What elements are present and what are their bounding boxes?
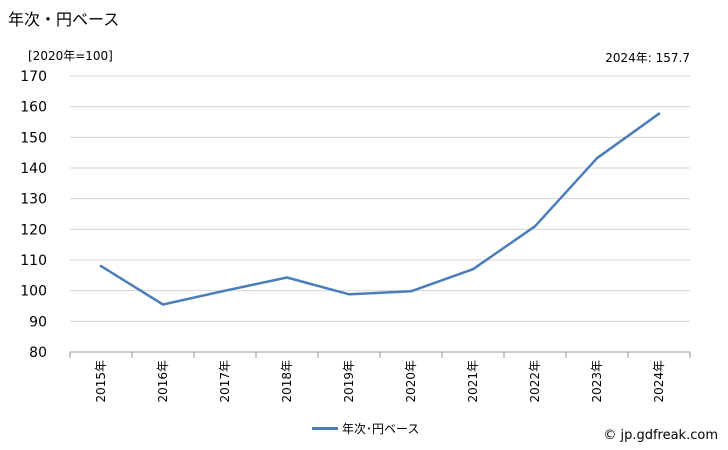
data-point bbox=[285, 276, 289, 279]
data-point bbox=[223, 289, 227, 292]
data-point bbox=[161, 303, 165, 306]
source-credit: © jp.gdfreak.com bbox=[603, 428, 718, 443]
data-point bbox=[595, 156, 599, 160]
x-tick-label: 2023年 bbox=[590, 360, 604, 403]
x-axis: 2015年 2016年 2017年 2018年 2019年 2020年 2021年 2022年… bbox=[69, 351, 691, 403]
y-tick-label: 140 bbox=[20, 161, 47, 177]
legend-label: 年次･円ベース bbox=[342, 422, 420, 436]
y-tick-label: 160 bbox=[20, 100, 47, 116]
y-tick-label: 100 bbox=[20, 284, 47, 300]
latest-value-label: 2024年: 157.7 bbox=[605, 51, 690, 65]
unit-label: [2020年=100] bbox=[28, 49, 113, 63]
data-point bbox=[347, 293, 351, 296]
data-point bbox=[657, 112, 661, 115]
data-point bbox=[471, 268, 475, 271]
x-tick-label: 2015年 bbox=[94, 360, 108, 403]
x-tick-label: 2024年 bbox=[652, 360, 666, 403]
chart-title: 年次・円ベース bbox=[8, 10, 120, 29]
x-tick-label: 2018年 bbox=[280, 360, 294, 403]
y-tick-label: 170 bbox=[20, 69, 47, 85]
y-axis: 80 90 100 110 120 130 140 150 160 170 bbox=[20, 69, 47, 361]
x-tick-label: 2021年 bbox=[466, 360, 480, 403]
data-point bbox=[533, 225, 537, 228]
series-line bbox=[99, 112, 661, 306]
grid-lines bbox=[70, 75, 690, 353]
y-tick-label: 130 bbox=[20, 192, 47, 208]
y-tick-label: 90 bbox=[29, 314, 47, 330]
x-tick-label: 2020年 bbox=[404, 360, 418, 403]
y-tick-label: 120 bbox=[20, 222, 47, 238]
y-tick-label: 80 bbox=[29, 345, 47, 361]
legend: 年次･円ベース bbox=[312, 420, 419, 437]
x-tick-label: 2022年 bbox=[528, 360, 542, 403]
y-tick-label: 150 bbox=[20, 130, 47, 146]
x-tick-label: 2017年 bbox=[218, 360, 232, 403]
data-point bbox=[409, 290, 413, 293]
data-point bbox=[99, 264, 103, 268]
legend-swatch bbox=[312, 427, 338, 430]
x-tick-label: 2016年 bbox=[156, 360, 170, 403]
series-group bbox=[99, 112, 661, 306]
y-tick-label: 110 bbox=[20, 253, 47, 269]
x-tick-label: 2019年 bbox=[342, 360, 356, 403]
